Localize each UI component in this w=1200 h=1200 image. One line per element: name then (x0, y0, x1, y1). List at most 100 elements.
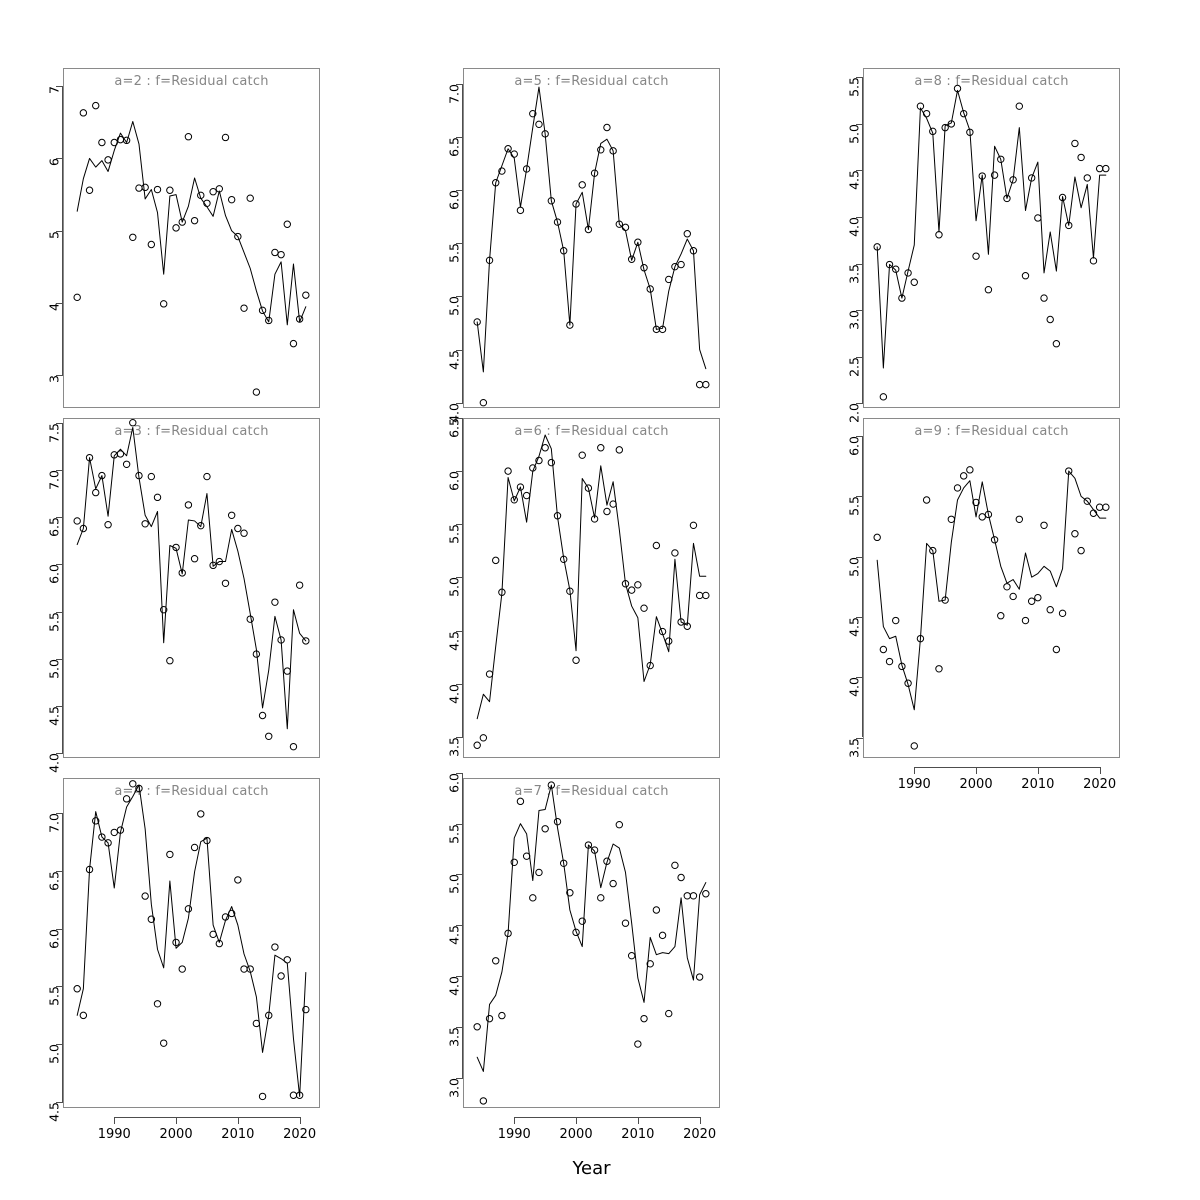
y-axis-tick-label: 3.5 (846, 263, 862, 284)
data-point (597, 444, 605, 452)
y-axis: 3.0 3.5 4.0 4.5 5.0 5.5 6.0 (447, 772, 463, 1108)
data-point (110, 828, 118, 837)
data-point (953, 484, 962, 492)
data-point (166, 186, 174, 194)
data-point (258, 711, 267, 720)
data-point (689, 521, 698, 530)
data-point (627, 951, 636, 960)
data-point (73, 293, 81, 302)
y-axis-tick-label: 7.5 (46, 422, 62, 443)
data-point (898, 294, 906, 302)
data-point (485, 670, 494, 678)
data-point (1077, 546, 1085, 555)
plot-panel-a5: a=5 : f=Residual catch 4.0 4.5 5.0 5.5 6.0 6.5… (447, 68, 720, 423)
data-point (190, 843, 199, 852)
data-point (1040, 521, 1048, 530)
x-axis-line (914, 767, 1100, 768)
y-axis-tick (456, 630, 463, 632)
y-axis-tick-label: 5.0 (846, 123, 862, 144)
y-axis-tick-label: 5.5 (846, 77, 862, 98)
plot-area (473, 86, 710, 407)
data-point (671, 861, 679, 870)
plot-area (73, 780, 310, 1101)
data-point (1095, 164, 1104, 173)
data-point (295, 581, 304, 589)
x-axis-line (514, 1117, 700, 1118)
data-point (892, 616, 900, 625)
observed-points (473, 444, 710, 749)
y-axis-tick-label: 5.0 (446, 874, 462, 895)
y-axis-tick (456, 83, 463, 85)
y-axis: 3 4 5 6 7 (47, 68, 63, 408)
data-point (104, 521, 112, 529)
data-point (640, 604, 648, 612)
data-point (522, 491, 531, 500)
data-point (479, 398, 488, 407)
data-point (541, 444, 549, 452)
y-axis-tick (56, 706, 63, 708)
data-point (984, 510, 993, 519)
data-point (910, 742, 918, 750)
y-axis-tick (56, 986, 63, 988)
data-point (972, 498, 980, 507)
data-point (240, 529, 248, 537)
y-axis-tick (856, 436, 863, 438)
data-point (935, 665, 943, 673)
data-point (1083, 174, 1091, 182)
data-point (978, 513, 986, 521)
x-axis-tick-label: 2020 (283, 1127, 317, 1142)
data-point (190, 555, 199, 563)
y-axis-tick (56, 158, 63, 160)
data-point (479, 1097, 488, 1105)
data-point (159, 606, 168, 614)
data-point (1102, 503, 1110, 511)
data-point (922, 496, 931, 504)
data-point (1058, 609, 1067, 618)
data-point (498, 1011, 506, 1020)
x-axis-tick (237, 1117, 239, 1124)
y-axis-tick (456, 925, 463, 927)
data-point (289, 1091, 298, 1099)
y-axis-tick (56, 753, 63, 755)
y-axis-tick (56, 375, 63, 377)
data-point (1071, 530, 1079, 538)
plot-panel-a2: a=2 : f=Residual catch 3 4 5 6 7 (47, 68, 320, 408)
data-point (79, 109, 88, 117)
x-axis-tick (976, 767, 978, 774)
y-axis-tick (56, 230, 63, 232)
y-axis-tick (456, 683, 463, 685)
data-point (184, 905, 193, 913)
observed-points (73, 101, 310, 396)
y-axis-tick (856, 403, 863, 405)
data-point (258, 1092, 267, 1101)
data-point (98, 833, 106, 841)
data-point (473, 741, 481, 749)
data-point (634, 1040, 642, 1048)
data-point (166, 850, 174, 859)
x-axis-tick (699, 1117, 701, 1124)
panel-frame (63, 418, 320, 758)
data-point (246, 194, 254, 202)
data-point (1083, 497, 1091, 505)
observed-points (473, 781, 710, 1105)
x-axis-tick (299, 1117, 301, 1124)
data-point (529, 109, 537, 118)
data-point (541, 825, 549, 833)
y-axis-tick (456, 874, 463, 876)
fitted-line (476, 434, 707, 720)
data-point (1009, 592, 1017, 601)
data-point (1015, 102, 1024, 110)
y-axis-tick-label: 6.0 (446, 190, 462, 211)
data-point (683, 892, 691, 900)
y-axis-tick-label: 5.0 (446, 296, 462, 317)
y-axis-tick-label: 7.0 (46, 469, 62, 490)
y-axis-tick-label: 3.5 (446, 1026, 462, 1047)
data-point (966, 466, 974, 474)
data-point (227, 511, 236, 519)
data-point (178, 218, 186, 226)
data-point (702, 380, 710, 389)
x-axis-line (114, 1117, 300, 1118)
plot-panel-a4: a=4 : f=Residual catch 4.5 5.0 5.5 6.0 6.5 7.0… (47, 778, 320, 1142)
y-axis-tick-label: 4.0 (846, 217, 862, 237)
